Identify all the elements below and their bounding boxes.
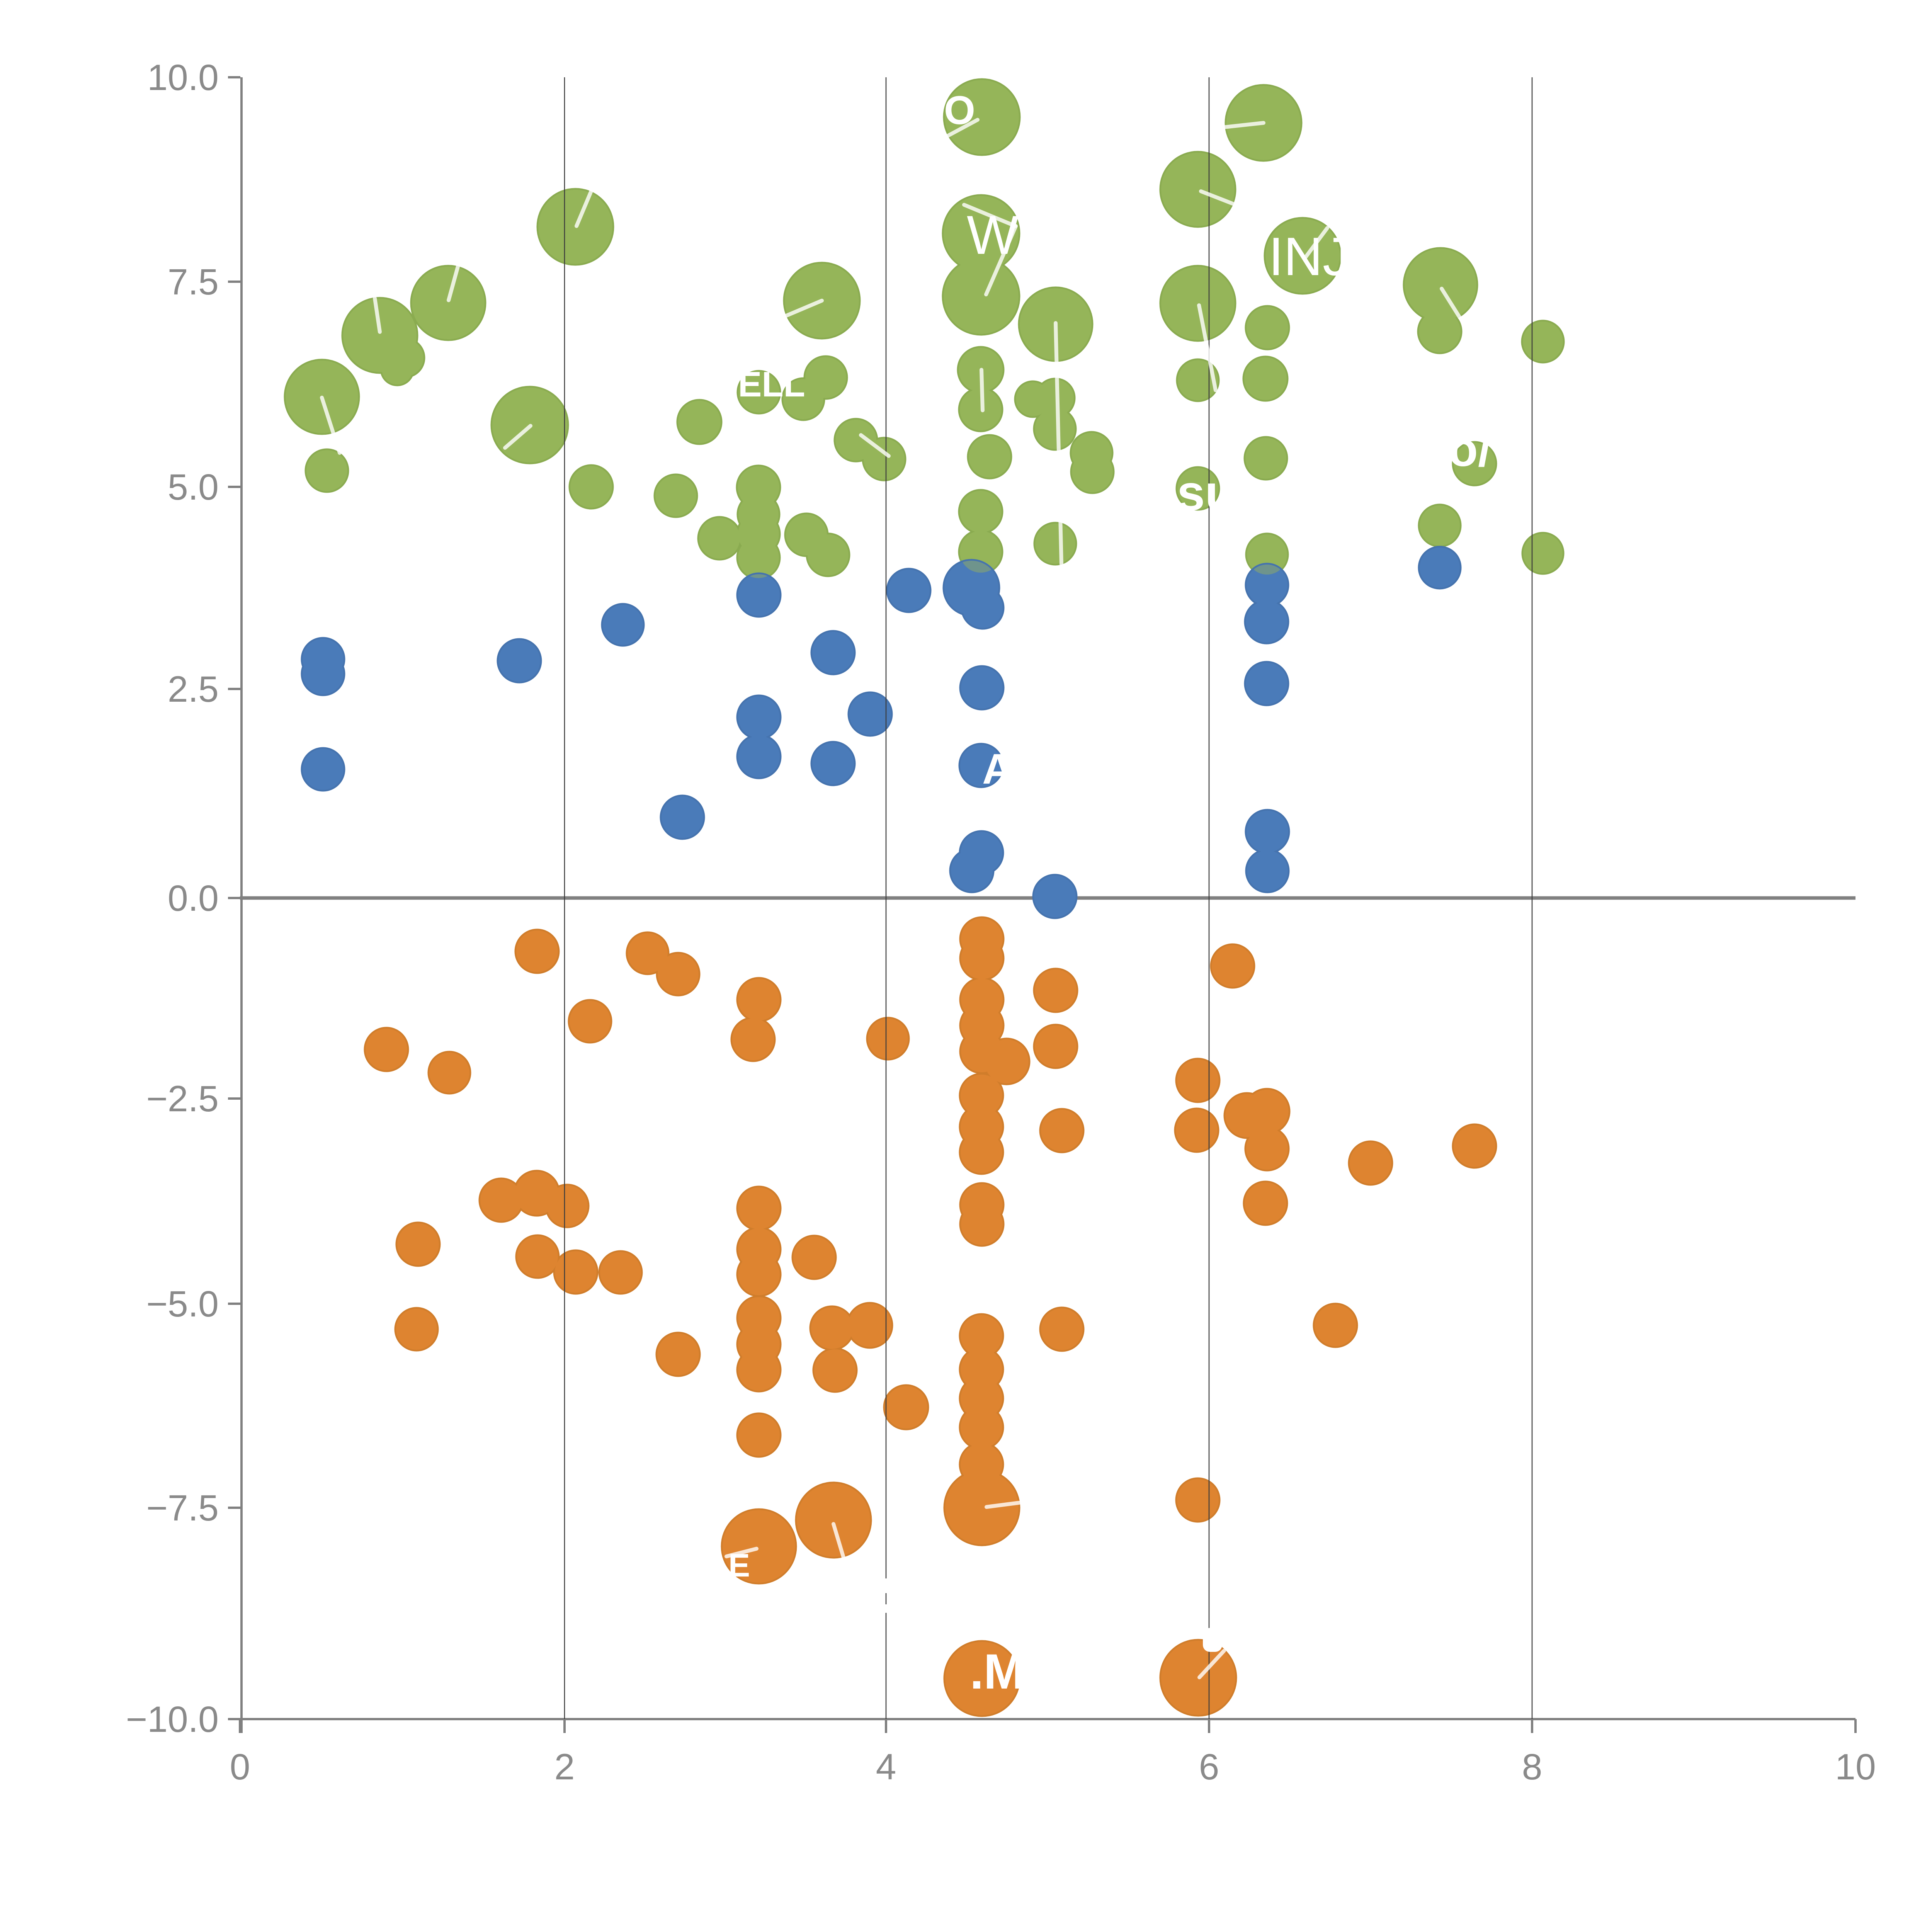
svg-text:O: O bbox=[944, 88, 975, 133]
svg-text:−10.0: −10.0 bbox=[126, 1699, 219, 1740]
svg-text:W: W bbox=[967, 204, 1019, 266]
svg-text:E: E bbox=[728, 1547, 750, 1583]
svg-text:4: 4 bbox=[876, 1747, 896, 1787]
svg-text:0: 0 bbox=[230, 1747, 250, 1787]
svg-text:2: 2 bbox=[554, 1747, 575, 1787]
svg-text:−5.0: −5.0 bbox=[146, 1284, 219, 1325]
svg-text:7.5: 7.5 bbox=[168, 262, 219, 303]
svg-text:o/: o/ bbox=[1448, 422, 1492, 476]
svg-text:10: 10 bbox=[1835, 1747, 1876, 1787]
svg-text:5.0: 5.0 bbox=[168, 467, 219, 508]
svg-text:10.0: 10.0 bbox=[147, 57, 219, 98]
svg-text:2.5: 2.5 bbox=[168, 669, 219, 710]
svg-text:0.0: 0.0 bbox=[168, 878, 219, 919]
svg-text:−7.5: −7.5 bbox=[146, 1488, 219, 1529]
svg-text:A: A bbox=[982, 745, 1013, 793]
svg-text:6: 6 bbox=[1199, 1747, 1219, 1787]
svg-text:8: 8 bbox=[1522, 1747, 1543, 1787]
svg-text:ELL: ELL bbox=[738, 365, 805, 404]
svg-text:su: su bbox=[1177, 464, 1236, 521]
svg-text:INJ: INJ bbox=[1269, 226, 1350, 287]
svg-text:.M: .M bbox=[970, 1644, 1025, 1699]
svg-text:−2.5: −2.5 bbox=[146, 1078, 219, 1119]
